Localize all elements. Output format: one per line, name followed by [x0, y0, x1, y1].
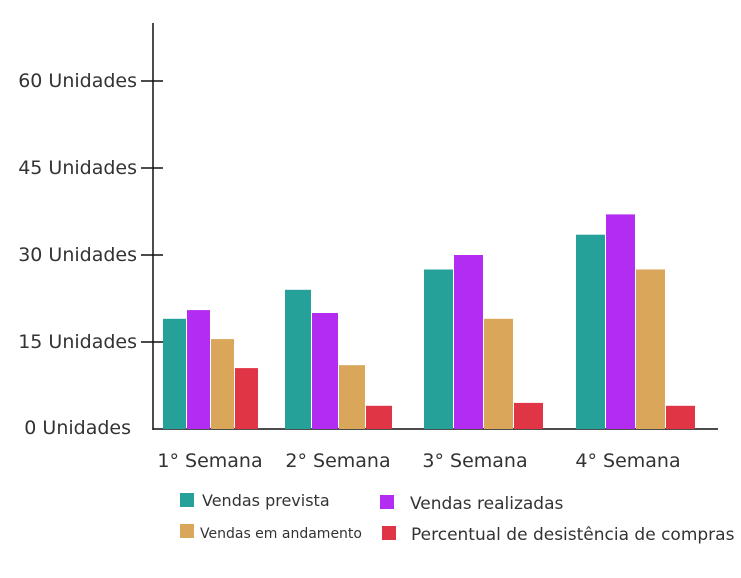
bars	[163, 214, 695, 429]
y-tick-label-30: 30 Unidades	[18, 244, 137, 266]
x-category-label-4-semana: 4° Semana	[575, 450, 680, 472]
bar-vendas-prevista-3-semana	[424, 269, 453, 429]
y-tick-label-15: 15 Unidades	[18, 331, 137, 353]
x-category-label-1-semana: 1° Semana	[157, 450, 262, 472]
bar-vendas-prevista-1-semana	[163, 318, 186, 429]
y-tick-label-45: 45 Unidades	[18, 157, 137, 179]
legend-swatch-vendas-prevista	[180, 493, 194, 507]
x-category-label-3-semana: 3° Semana	[422, 450, 527, 472]
bar-vendas-realizadas-3-semana	[454, 255, 483, 429]
category-labels: 1° Semana 2° Semana 3° Semana 4° Semana	[157, 450, 680, 472]
legend-swatch-percentual-desistencia	[382, 526, 396, 540]
x-category-label-2-semana: 2° Semana	[285, 450, 390, 472]
bar-percentual-de-desistencia-de-compras-3-semana	[514, 402, 543, 429]
legend-label-vendas-em-andamento: Vendas em andamento	[200, 526, 362, 542]
y-tick-label-60: 60 Unidades	[18, 70, 137, 92]
legend: Vendas prevista Vendas realizadas Vendas…	[180, 491, 735, 545]
bar-vendas-prevista-4-semana	[576, 234, 605, 429]
legend-label-vendas-realizadas: Vendas realizadas	[410, 494, 564, 514]
bar-vendas-em-andamento-2-semana	[339, 365, 365, 429]
bar-vendas-em-andamento-1-semana	[211, 339, 234, 429]
bar-vendas-realizadas-2-semana	[312, 313, 338, 429]
bar-vendas-realizadas-1-semana	[187, 310, 210, 429]
legend-label-percentual-desistencia: Percentual de desistência de compras	[411, 525, 735, 545]
bar-vendas-em-andamento-4-semana	[636, 269, 665, 429]
bar-percentual-de-desistencia-de-compras-2-semana	[366, 405, 392, 429]
legend-swatch-vendas-realizadas	[380, 495, 394, 509]
bar-percentual-de-desistencia-de-compras-1-semana	[235, 368, 258, 429]
y-ticks: 0 Unidades 15 Unidades 30 Unidades 45 Unida…	[18, 70, 163, 439]
bar-vendas-em-andamento-3-semana	[484, 318, 513, 429]
legend-swatch-vendas-em-andamento	[180, 524, 194, 538]
legend-label-vendas-prevista: Vendas prevista	[202, 491, 330, 510]
bar-percentual-de-desistencia-de-compras-4-semana	[666, 405, 695, 429]
y-tick-label-0: 0 Unidades	[24, 417, 131, 439]
bar-vendas-prevista-2-semana	[285, 289, 311, 429]
bar-vendas-realizadas-4-semana	[606, 214, 635, 429]
